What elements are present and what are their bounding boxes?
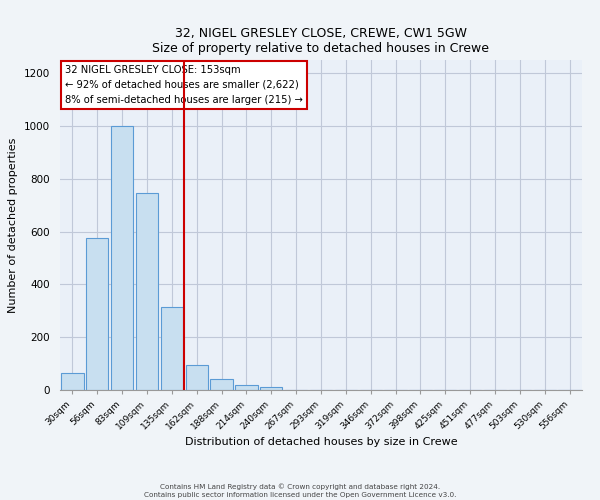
- Bar: [161, 307, 183, 390]
- Bar: [260, 388, 283, 390]
- Bar: [185, 365, 208, 390]
- Bar: [136, 194, 158, 390]
- Bar: [61, 373, 83, 390]
- Bar: [211, 380, 233, 390]
- Text: 32 NIGEL GRESLEY CLOSE: 153sqm
← 92% of detached houses are smaller (2,622)
8% o: 32 NIGEL GRESLEY CLOSE: 153sqm ← 92% of …: [65, 65, 303, 104]
- Title: 32, NIGEL GRESLEY CLOSE, CREWE, CW1 5GW
Size of property relative to detached ho: 32, NIGEL GRESLEY CLOSE, CREWE, CW1 5GW …: [152, 26, 490, 54]
- Y-axis label: Number of detached properties: Number of detached properties: [8, 138, 19, 312]
- Text: Contains HM Land Registry data © Crown copyright and database right 2024.
Contai: Contains HM Land Registry data © Crown c…: [144, 484, 456, 498]
- Bar: [235, 384, 257, 390]
- Bar: [111, 126, 133, 390]
- Bar: [86, 238, 109, 390]
- X-axis label: Distribution of detached houses by size in Crewe: Distribution of detached houses by size …: [185, 436, 457, 446]
